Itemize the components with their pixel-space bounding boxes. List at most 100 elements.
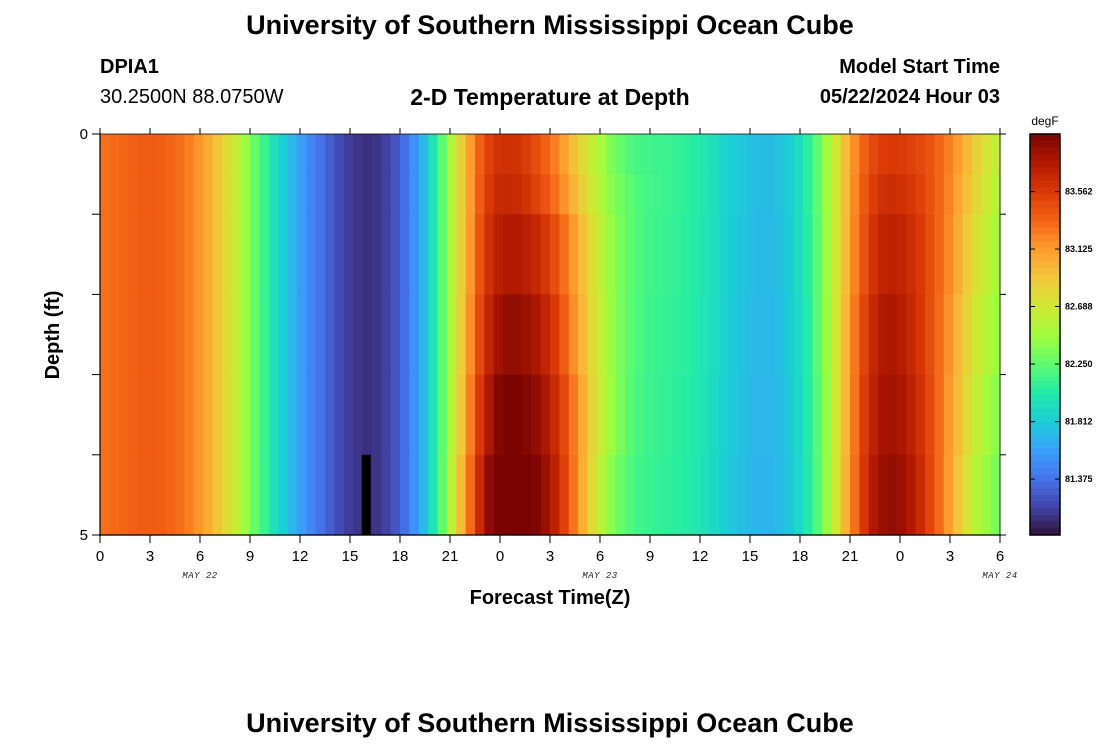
heatmap-cell — [962, 134, 973, 175]
heatmap-cell — [184, 174, 195, 215]
heatmap-cell — [212, 454, 223, 536]
heatmap-cell — [268, 294, 279, 376]
heatmap-cell — [915, 294, 926, 376]
heatmap-cell — [953, 134, 964, 175]
heatmap-cell — [409, 374, 420, 456]
colorbar-tick-label: 82.688 — [1065, 301, 1093, 311]
colorbar-segment — [1030, 474, 1060, 483]
heatmap-cell — [446, 294, 457, 376]
heatmap-cell — [221, 294, 232, 376]
heatmap-cell — [456, 134, 467, 175]
heatmap-cell — [493, 214, 504, 295]
heatmap-cell — [953, 294, 964, 376]
heatmap-cell — [371, 134, 382, 175]
colorbar-segment — [1030, 421, 1060, 429]
heatmap-cell — [250, 454, 260, 536]
heatmap-cell — [962, 214, 973, 295]
heatmap-cell — [390, 214, 401, 295]
heatmap-cell — [137, 214, 148, 295]
heatmap-cell — [334, 374, 345, 456]
heatmap-cell — [259, 454, 270, 536]
heatmap-cell — [109, 214, 120, 295]
heatmap-cell — [962, 294, 973, 376]
heatmap-cell — [643, 174, 654, 215]
heatmap-cell — [643, 134, 654, 175]
colorbar-segment — [1030, 501, 1060, 509]
heatmap-cell — [859, 454, 870, 536]
plot-title: 2-D Temperature at Depth — [410, 84, 690, 110]
colorbar-segment — [1030, 194, 1060, 202]
heatmap-cell — [418, 374, 429, 456]
heatmap-cell — [212, 374, 223, 456]
heatmap-cell — [756, 214, 767, 295]
heatmap-cell — [437, 214, 448, 295]
heatmap-cell — [156, 294, 167, 376]
heatmap-cell — [821, 174, 832, 215]
heatmap-cell — [184, 214, 195, 295]
heatmap-cell — [887, 454, 898, 536]
heatmap-cell — [428, 294, 439, 376]
heatmap-cell — [925, 214, 935, 295]
x-tick-label: 21 — [842, 548, 859, 565]
heatmap-cell — [503, 374, 514, 456]
heatmap-cell — [465, 294, 476, 376]
heatmap-cell — [615, 214, 626, 295]
x-tick-label: 0 — [96, 548, 104, 565]
heatmap-cell — [259, 294, 270, 376]
heatmap-cell — [718, 134, 729, 175]
heatmap-cell — [812, 214, 823, 295]
heatmap-cell — [990, 214, 1001, 295]
heatmap-cell — [203, 214, 214, 295]
heatmap-cell — [306, 214, 317, 295]
heatmap-cell — [109, 134, 120, 175]
heatmap-cell — [540, 374, 551, 456]
heatmap-cell — [887, 374, 898, 456]
heatmap-cell — [859, 214, 870, 295]
heatmap-cell — [709, 134, 720, 175]
heatmap-cell — [578, 174, 589, 215]
heatmap-cell — [943, 294, 954, 376]
heatmap-cell — [456, 174, 467, 215]
heatmap-cell — [587, 214, 598, 295]
heatmap-cell — [887, 294, 898, 376]
heatmap-cell — [559, 294, 570, 376]
heatmap-cell — [700, 214, 710, 295]
heatmap-cell — [793, 174, 804, 215]
x-date-label: MAY 22 — [182, 571, 218, 581]
heatmap-cell — [353, 374, 364, 456]
heatmap-cell — [887, 134, 898, 175]
y-axis-title: Depth (ft) — [42, 291, 64, 380]
heatmap-cell — [315, 294, 326, 376]
heatmap-cell — [906, 134, 917, 175]
heatmap-cell — [484, 214, 495, 295]
heatmap-cell — [221, 454, 232, 536]
heatmap-cell — [728, 174, 739, 215]
heatmap-cell — [221, 134, 232, 175]
colorbar-segment — [1030, 294, 1060, 302]
heatmap-cell — [746, 174, 757, 215]
heatmap-cell — [362, 214, 373, 295]
heatmap-cell — [728, 374, 739, 456]
heatmap-cell — [681, 174, 692, 215]
heatmap-cell — [381, 294, 392, 376]
heatmap-cell — [690, 294, 701, 376]
heatmap-cell — [175, 454, 185, 536]
heatmap-cell — [671, 214, 682, 295]
heatmap-cell — [625, 174, 635, 215]
heatmap-cell — [559, 174, 570, 215]
heatmap-cell — [334, 294, 345, 376]
heatmap-cell — [596, 374, 607, 456]
heatmap-cell — [221, 214, 232, 295]
heatmap-cell — [268, 134, 279, 175]
heatmap-cell — [634, 294, 645, 376]
heatmap-cell — [334, 214, 345, 295]
heatmap-cell — [812, 134, 823, 175]
heatmap-cell — [268, 374, 279, 456]
heatmap-cell — [878, 174, 889, 215]
heatmap-cell — [559, 134, 570, 175]
colorbar: 83.562 83.125 82.688 82.250 81.812 81.375 — [1029, 133, 1093, 536]
colorbar-segment — [1030, 387, 1060, 396]
heatmap-cell — [231, 214, 242, 295]
colorbar-segment — [1030, 260, 1060, 269]
heatmap-cell — [906, 454, 917, 536]
